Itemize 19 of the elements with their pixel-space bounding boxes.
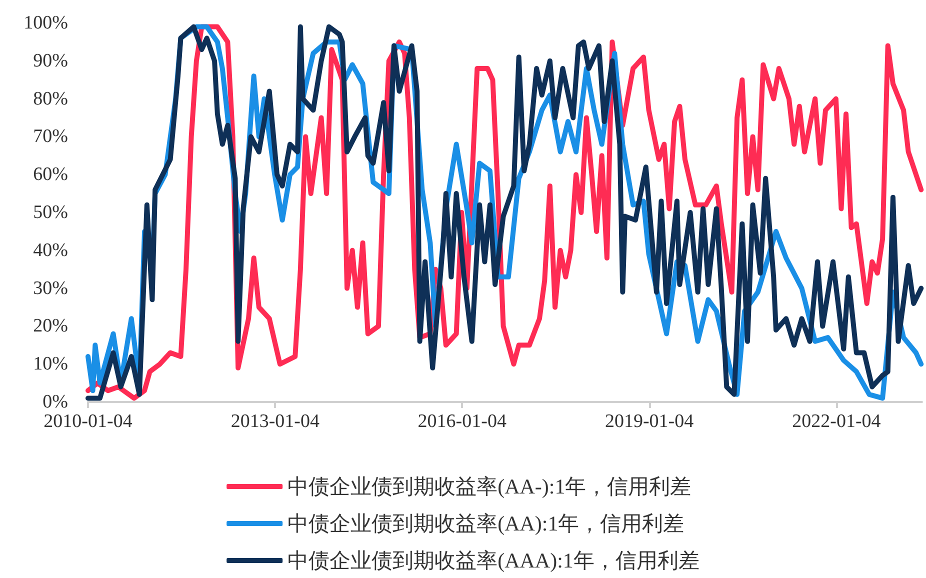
legend-label: 中债企业债到期收益率(AA-):1年，信用利差 <box>288 474 692 498</box>
y-tick-label: 50% <box>33 202 68 223</box>
x-tick-label: 2019-01-04 <box>604 411 694 432</box>
x-tick-label: 2013-01-04 <box>230 411 320 432</box>
y-tick-label: 0% <box>42 392 68 412</box>
y-tick-label: 80% <box>33 88 68 110</box>
y-tick-label: 100% <box>24 12 68 34</box>
x-tick-label: 2016-01-04 <box>418 411 507 432</box>
y-tick-label: 30% <box>33 278 68 299</box>
y-tick-label: 90% <box>33 50 68 72</box>
y-tick-label: 60% <box>33 164 68 186</box>
y-tick-label: 70% <box>33 126 68 148</box>
y-tick-label: 20% <box>33 316 68 337</box>
x-tick-label: 2022-01-04 <box>792 411 882 432</box>
legend-label: 中债企业债到期收益率(AA):1年，信用利差 <box>288 512 684 536</box>
legend-label: 中债企业债到期收益率(AAA):1年，信用利差 <box>288 548 700 572</box>
y-tick-label: 10% <box>33 354 68 375</box>
x-tick-label: 2010-01-04 <box>44 411 133 432</box>
y-tick-label: 40% <box>33 240 68 261</box>
